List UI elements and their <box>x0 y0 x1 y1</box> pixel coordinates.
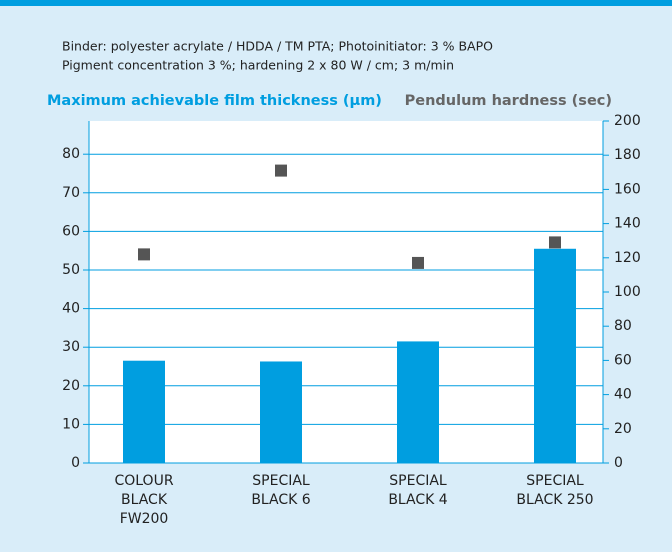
x-tick-label: BLACK <box>121 492 168 508</box>
x-tick-label: FW200 <box>120 511 169 527</box>
y-tick-label: 50 <box>62 262 80 278</box>
bar <box>123 360 165 463</box>
y2-tick-label: 180 <box>614 147 641 163</box>
y2-tick-label: 100 <box>614 284 641 300</box>
y-tick-label: 40 <box>62 301 80 317</box>
x-tick-label: SPECIAL <box>389 473 447 489</box>
marker <box>275 164 287 177</box>
y-tick-label: 0 <box>71 455 80 471</box>
y-tick-label: 60 <box>62 223 80 239</box>
y2-axis-label: Pendulum hardness (sec) <box>405 93 612 109</box>
marker <box>412 256 424 269</box>
bar <box>397 341 439 463</box>
plot-area <box>89 121 603 463</box>
y2-tick-label: 0 <box>614 455 623 471</box>
y-axis-label: Maximum achievable film thickness (µm) <box>47 93 382 109</box>
y2-tick-label: 20 <box>614 421 632 437</box>
y2-tick-label: 40 <box>614 387 632 403</box>
x-tick-label: BLACK 250 <box>516 492 593 508</box>
marker <box>138 248 150 261</box>
y2-tick-label: 140 <box>614 216 641 232</box>
bar <box>260 361 302 463</box>
y-tick-label: 10 <box>62 416 80 432</box>
top-rule <box>0 0 672 6</box>
marker <box>549 236 561 249</box>
x-tick-label: BLACK 6 <box>251 492 310 508</box>
y2-tick-label: 160 <box>614 181 641 197</box>
y-tick-label: 80 <box>62 146 80 162</box>
x-tick-label: BLACK 4 <box>388 492 447 508</box>
y-tick-label: 30 <box>62 339 80 355</box>
bar <box>534 248 576 463</box>
subtitle: Binder: polyester acrylate / HDDA / TM P… <box>62 39 493 54</box>
x-tick-label: SPECIAL <box>526 473 584 489</box>
y-tick-label: 70 <box>62 185 80 201</box>
x-tick-label: COLOUR <box>114 473 173 489</box>
y2-tick-label: 200 <box>614 113 641 129</box>
x-tick-label: SPECIAL <box>252 473 310 489</box>
y2-tick-label: 120 <box>614 250 641 266</box>
y2-tick-label: 60 <box>614 352 632 368</box>
y-tick-label: 20 <box>62 378 80 394</box>
y2-tick-label: 80 <box>614 318 632 334</box>
subtitle: Pigment concentration 3 %; hardening 2 x… <box>62 58 454 73</box>
